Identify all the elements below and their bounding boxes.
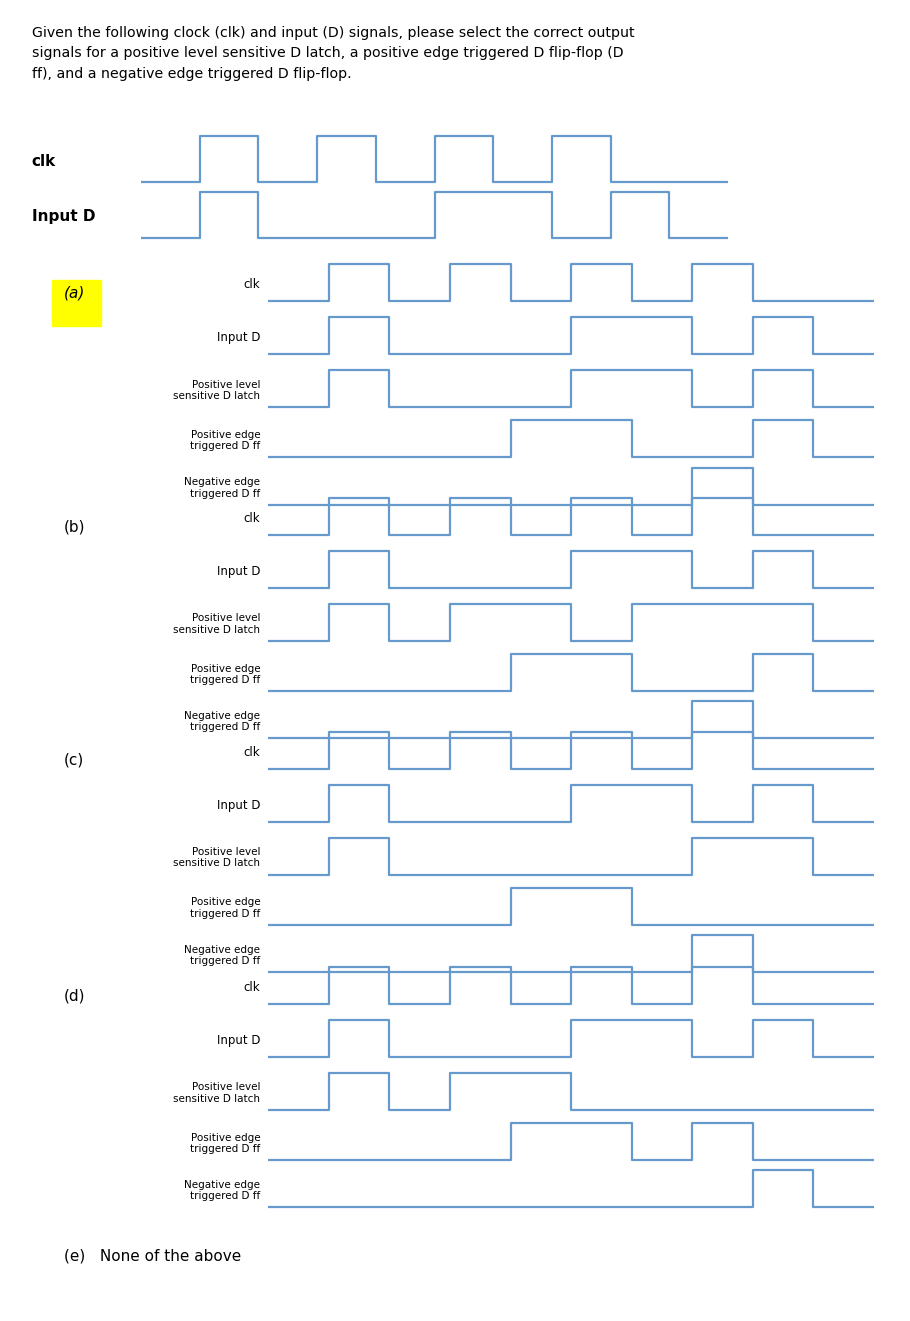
FancyBboxPatch shape xyxy=(52,280,101,326)
Text: Input D: Input D xyxy=(32,210,96,225)
Text: (a): (a) xyxy=(64,285,85,300)
Text: (d): (d) xyxy=(64,988,86,1003)
Text: Positive level
sensitive D latch: Positive level sensitive D latch xyxy=(173,1082,260,1103)
Text: Positive edge
triggered D ff: Positive edge triggered D ff xyxy=(190,663,260,684)
Text: clk: clk xyxy=(244,980,260,993)
Text: clk: clk xyxy=(244,511,260,524)
Text: Input D: Input D xyxy=(217,330,260,343)
Text: clk: clk xyxy=(32,155,56,169)
Text: Positive edge
triggered D ff: Positive edge triggered D ff xyxy=(190,1132,260,1153)
Text: Input D: Input D xyxy=(217,798,260,811)
Text: Positive level
sensitive D latch: Positive level sensitive D latch xyxy=(173,847,260,868)
Text: clk: clk xyxy=(244,745,260,758)
Text: Positive edge
triggered D ff: Positive edge triggered D ff xyxy=(190,897,260,918)
Text: Negative edge
triggered D ff: Negative edge triggered D ff xyxy=(184,945,260,966)
Text: (b): (b) xyxy=(64,519,86,534)
Text: Input D: Input D xyxy=(217,1033,260,1046)
Text: Positive edge
triggered D ff: Positive edge triggered D ff xyxy=(190,429,260,450)
Text: Negative edge
triggered D ff: Negative edge triggered D ff xyxy=(184,477,260,498)
Text: Positive level
sensitive D latch: Positive level sensitive D latch xyxy=(173,379,260,400)
Text: Given the following clock (clk) and input (D) signals, please select the correct: Given the following clock (clk) and inpu… xyxy=(32,26,634,81)
Text: (e)   None of the above: (e) None of the above xyxy=(64,1248,241,1263)
Text: Negative edge
triggered D ff: Negative edge triggered D ff xyxy=(184,1180,260,1201)
Text: clk: clk xyxy=(244,277,260,291)
Text: Input D: Input D xyxy=(217,564,260,577)
Text: (c): (c) xyxy=(64,753,84,768)
Text: Negative edge
triggered D ff: Negative edge triggered D ff xyxy=(184,711,260,732)
Text: Positive level
sensitive D latch: Positive level sensitive D latch xyxy=(173,613,260,634)
